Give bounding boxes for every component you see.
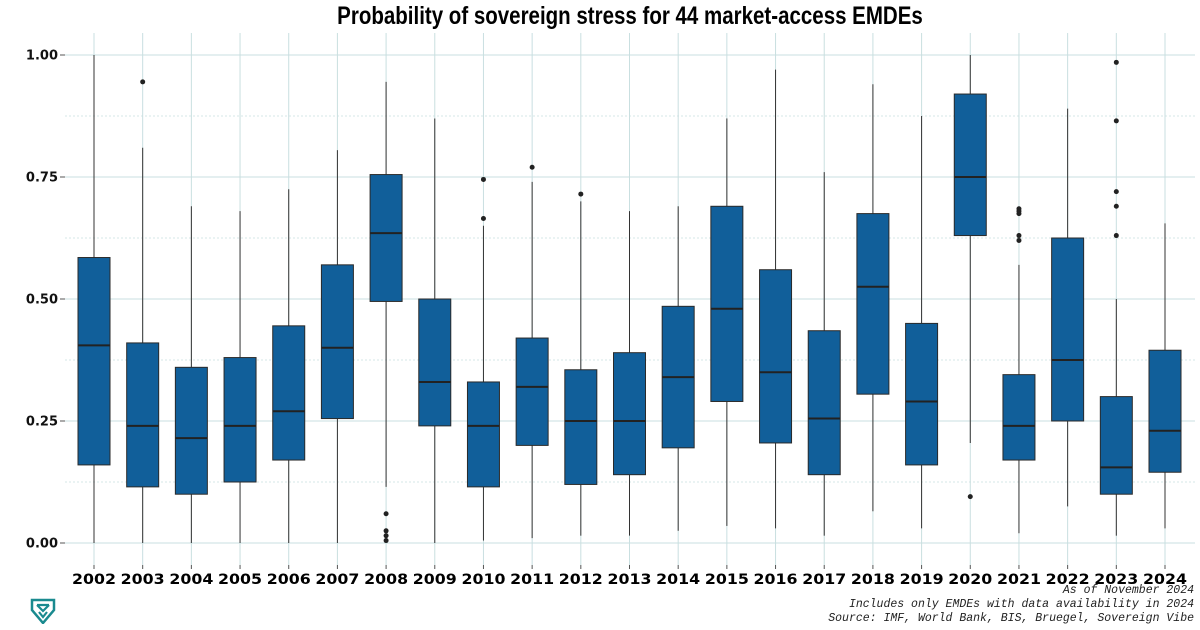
box-2023 <box>1099 59 1133 536</box>
box-iqr <box>418 298 452 427</box>
outlier-point <box>383 538 389 544</box>
x-tick-label: 2015 <box>705 572 749 588</box>
box-iqr <box>77 257 111 466</box>
box-2013 <box>613 211 646 536</box>
x-tick-label: 2016 <box>754 572 798 588</box>
outlier-point <box>140 79 146 85</box>
x-tick-label: 2003 <box>121 572 165 588</box>
x-tick-label: 2012 <box>559 572 603 588</box>
box-iqr <box>856 213 890 395</box>
outlier-point <box>1113 233 1119 239</box>
outlier-point <box>1113 59 1119 65</box>
box-2012 <box>564 191 598 536</box>
outlier-point <box>383 528 389 534</box>
x-tick-label: 2019 <box>900 572 944 588</box>
outlier-point <box>1113 203 1119 209</box>
outlier-point <box>967 494 973 500</box>
outlier-point <box>1016 233 1022 239</box>
y-tick-label: 0.00 <box>26 537 58 552</box>
x-tick-label: 2004 <box>169 572 213 588</box>
x-tick-label: 2013 <box>608 572 652 588</box>
box-2017 <box>807 172 841 536</box>
box-iqr <box>466 381 500 488</box>
box-2002 <box>77 55 111 543</box>
box-iqr <box>1148 349 1182 473</box>
y-tick-label: 1.00 <box>26 49 58 64</box>
outlier-point <box>383 533 389 539</box>
box-iqr <box>223 357 257 483</box>
y-tick-label: 0.50 <box>26 293 58 308</box>
x-tick-label: 2021 <box>997 572 1041 588</box>
x-tick-label: 2023 <box>1094 572 1138 588</box>
box-2011 <box>515 164 549 539</box>
box-2014 <box>661 206 695 531</box>
box-2006 <box>272 189 306 543</box>
x-tick-label: 2005 <box>218 572 262 588</box>
box-2010 <box>466 176 500 541</box>
box-2003 <box>126 79 160 543</box>
x-tick-label: 2007 <box>315 572 359 588</box>
outlier-point <box>480 176 486 182</box>
outlier-point <box>1016 206 1022 212</box>
x-tick-label: 2008 <box>364 572 408 588</box>
box-2018 <box>856 84 890 512</box>
y-tick-label: 0.75 <box>26 171 58 186</box>
x-tick-label: 2017 <box>802 572 846 588</box>
box-iqr <box>759 269 793 444</box>
box-iqr <box>1002 374 1036 461</box>
box-2004 <box>174 206 208 543</box>
box-2022 <box>1051 108 1085 507</box>
x-tick-label: 2009 <box>413 572 457 588</box>
box-2015 <box>710 118 744 526</box>
box-2020 <box>953 55 987 500</box>
box-iqr <box>1099 396 1133 495</box>
footnote-coverage: Includes only EMDEs with data availabili… <box>848 598 1194 611</box>
outlier-point <box>1113 189 1119 195</box>
box-iqr <box>953 93 987 237</box>
x-tick-label: 2002 <box>72 572 116 588</box>
box-iqr <box>710 205 744 402</box>
box-2008 <box>369 81 403 544</box>
box-iqr <box>369 174 403 302</box>
outlier-point <box>480 215 486 221</box>
outlier-point <box>1113 118 1119 124</box>
x-tick-label: 2006 <box>267 572 311 588</box>
x-tick-label: 2020 <box>948 572 992 588</box>
outlier-point <box>578 191 584 197</box>
outlier-point <box>529 164 535 170</box>
box-2019 <box>905 116 939 529</box>
x-tick-label: 2010 <box>461 572 505 588</box>
sovereign-vibe-logo-icon <box>30 598 56 624</box>
box-iqr <box>126 342 160 488</box>
box-iqr <box>613 352 646 476</box>
box-2005 <box>223 211 257 543</box>
box-2007 <box>320 150 354 543</box>
box-iqr <box>564 369 598 485</box>
box-iqr <box>174 366 208 495</box>
box-2009 <box>418 118 452 543</box>
box-2016 <box>759 69 793 529</box>
outlier-point <box>383 511 389 517</box>
footnote-source: Source: IMF, World Bank, BIS, Bruegel, S… <box>828 612 1194 625</box>
box-iqr <box>807 330 841 476</box>
outlier-point <box>1016 237 1022 243</box>
x-tick-label: 2018 <box>851 572 895 588</box>
box-iqr <box>320 264 354 420</box>
box-iqr <box>515 337 549 446</box>
x-tick-label: 2022 <box>1046 572 1090 588</box>
x-tick-label: 2014 <box>656 572 700 588</box>
box-2021 <box>1002 206 1036 534</box>
footnote-date: As of November 2024 <box>1062 584 1194 597</box>
x-tick-label: 2024 <box>1143 572 1187 588</box>
box-iqr <box>1051 237 1085 422</box>
box-2024 <box>1148 223 1182 529</box>
box-iqr <box>905 322 939 466</box>
x-tick-label: 2011 <box>510 572 554 588</box>
box-iqr <box>272 325 306 461</box>
y-tick-label: 0.25 <box>26 415 58 430</box>
chart-title: Probability of sovereign stress for 44 m… <box>337 2 923 30</box>
